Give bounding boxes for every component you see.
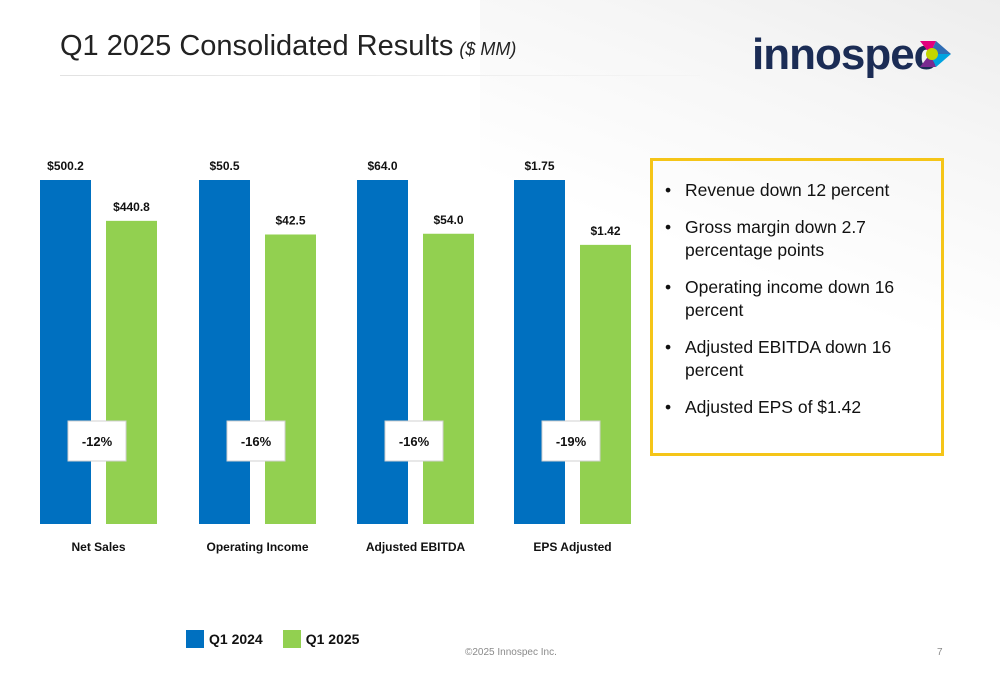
highlight-item: Revenue down 12 percent bbox=[665, 179, 925, 202]
change-label: -16% bbox=[241, 434, 272, 449]
copyright-text: ©2025 Innospec Inc. bbox=[465, 647, 557, 658]
bar-adjusted-ebitda-s2 bbox=[423, 233, 474, 524]
bar-eps-adjusted-s1 bbox=[514, 180, 565, 524]
bar-value-label: $42.5 bbox=[275, 213, 305, 227]
category-label: Adjusted EBITDA bbox=[366, 540, 466, 554]
category-label: EPS Adjusted bbox=[533, 540, 611, 554]
background-shade bbox=[480, 0, 1000, 330]
change-badge bbox=[67, 420, 127, 462]
highlight-item: Adjusted EBITDA down 16 percent bbox=[665, 336, 925, 382]
category-label: Net Sales bbox=[71, 540, 125, 554]
bar-value-label: $64.0 bbox=[367, 159, 397, 173]
legend-swatch-q1-2025 bbox=[282, 630, 301, 648]
change-label: -12% bbox=[82, 434, 113, 449]
page-subtitle: ($ MM) bbox=[459, 39, 517, 59]
bar-adjusted-ebitda-s1 bbox=[357, 180, 408, 524]
logo-arrow-icon bbox=[920, 41, 951, 67]
highlight-item: Operating income down 16 percent bbox=[665, 276, 925, 322]
bar-value-label: $50.5 bbox=[209, 159, 239, 173]
change-label: -16% bbox=[399, 434, 430, 449]
highlights-box: Revenue down 12 percent Gross margin dow… bbox=[650, 158, 944, 456]
change-label: -19% bbox=[556, 434, 587, 449]
highlight-item: Gross margin down 2.7 percentage points bbox=[665, 216, 925, 262]
results-bar-chart: $500.2 $440.8 -12% Net Sales $50.5 $42.5 -16% O… bbox=[40, 159, 631, 554]
bar-operating-income-s1 bbox=[199, 180, 250, 524]
bar-value-label: $1.42 bbox=[590, 224, 620, 238]
bar-net-sales-s1 bbox=[40, 180, 91, 524]
category-label: Operating Income bbox=[206, 540, 308, 554]
logo-wordmark: innospec bbox=[752, 30, 938, 79]
change-badge bbox=[541, 420, 601, 462]
bar-value-label: $440.8 bbox=[113, 200, 150, 214]
page-title: Q1 2025 Consolidated Results ($ MM) bbox=[60, 30, 516, 63]
page-title-text: Q1 2025 Consolidated Results bbox=[60, 30, 454, 62]
title-divider bbox=[60, 75, 700, 76]
chart-legend: Q1 2024 Q1 2025 bbox=[186, 630, 379, 648]
legend-swatch-q1-2024 bbox=[186, 630, 204, 648]
legend-item-q1-2025: Q1 2025 bbox=[282, 630, 360, 648]
company-logo: innospec bbox=[752, 30, 962, 80]
bar-eps-adjusted-s2 bbox=[580, 244, 631, 524]
change-badge bbox=[384, 420, 444, 462]
bar-net-sales-s2 bbox=[106, 220, 157, 524]
legend-label-q1-2024: Q1 2024 bbox=[209, 631, 263, 647]
bar-value-label: $500.2 bbox=[47, 159, 84, 173]
bar-operating-income-s2 bbox=[265, 234, 316, 524]
bar-value-label: $1.75 bbox=[524, 159, 554, 173]
legend-label-q1-2025: Q1 2025 bbox=[305, 631, 360, 647]
highlights-list: Revenue down 12 percent Gross margin dow… bbox=[665, 179, 925, 419]
change-badge bbox=[226, 420, 286, 462]
highlight-item: Adjusted EPS of $1.42 bbox=[665, 396, 925, 419]
legend-item-q1-2024: Q1 2024 bbox=[186, 630, 263, 648]
page-number: 7 bbox=[937, 647, 943, 658]
bar-value-label: $54.0 bbox=[433, 213, 463, 227]
